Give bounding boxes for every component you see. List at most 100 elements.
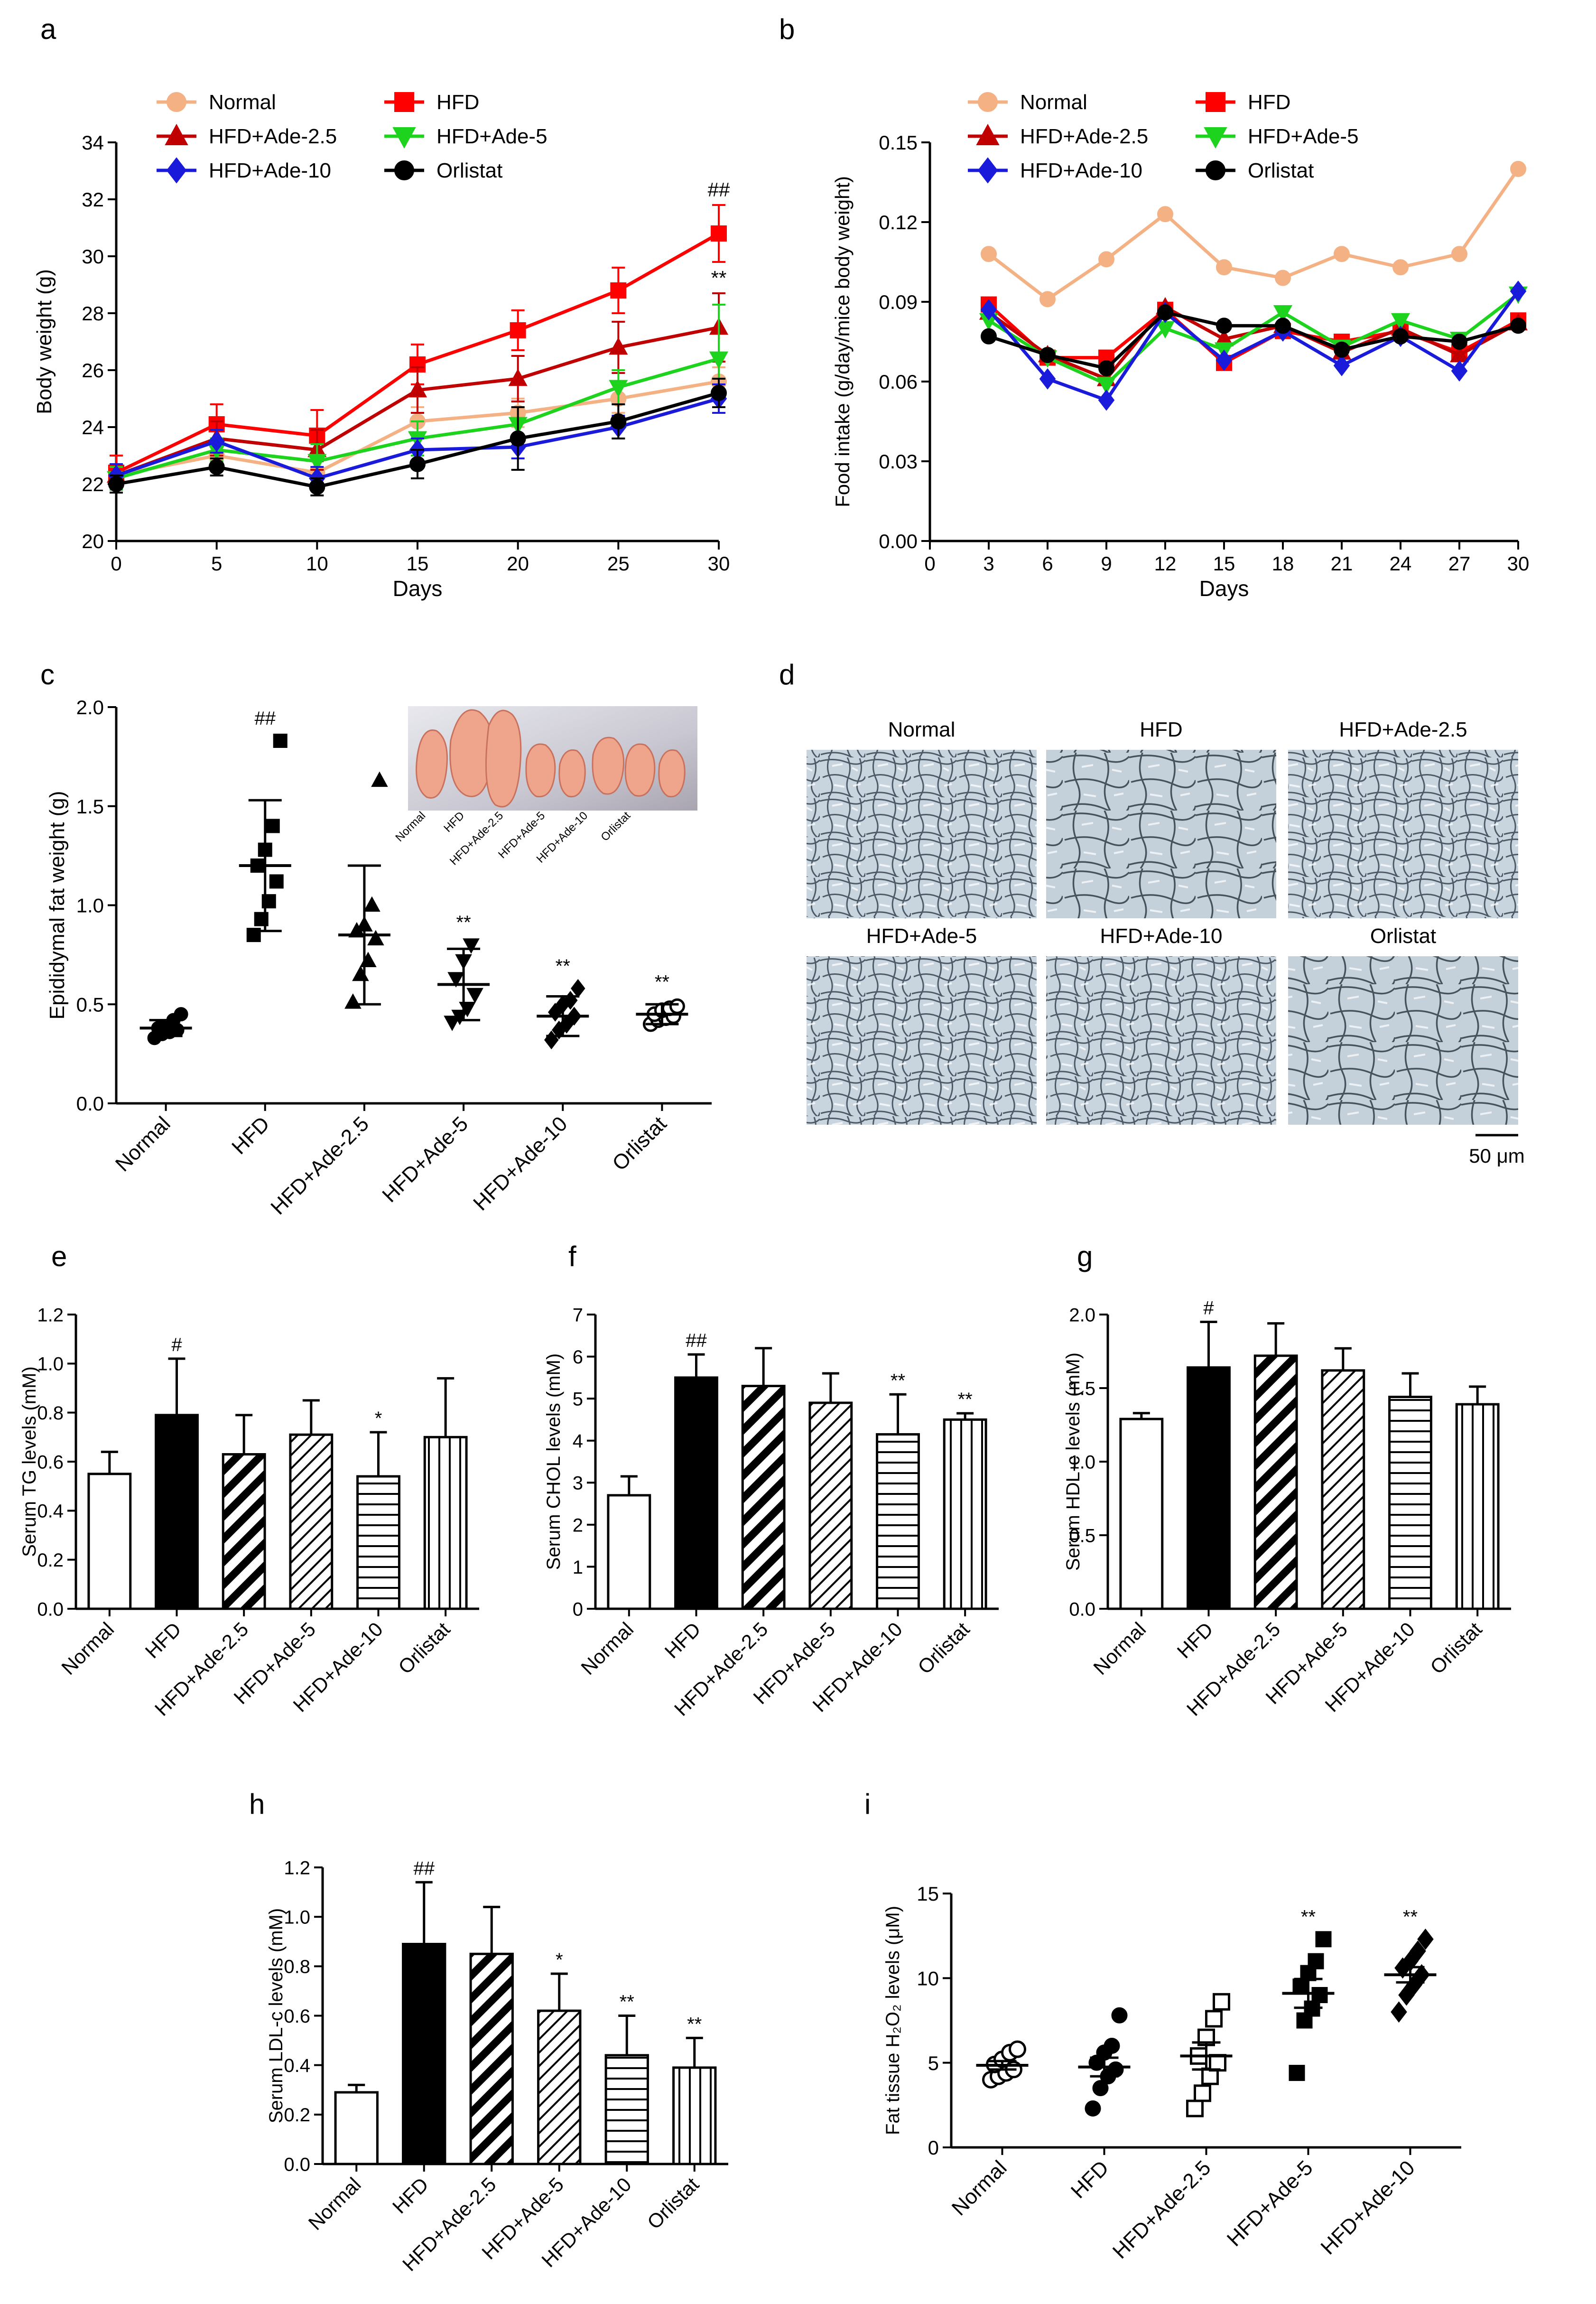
y-tick-label: 5 — [573, 1389, 583, 1410]
significance-mark: ** — [891, 1370, 905, 1391]
y-axis-title: Serum HDL-c levels (mM) — [1063, 1353, 1084, 1571]
bar — [423, 1436, 468, 1610]
data-point — [981, 246, 997, 262]
data-point — [1104, 2038, 1120, 2054]
group-HFD+Ade-2.5 — [1180, 1993, 1233, 2117]
data-point — [610, 282, 627, 298]
y-axis-title: Fat tissue H₂O₂ levels (μM) — [882, 1906, 903, 2135]
legend: Normal HFD HFD+Ade-2.5 HFD+Ade-5 HFD+Ade-10 O… — [157, 91, 547, 184]
data-point — [174, 1007, 188, 1022]
group-Normal — [139, 1007, 192, 1045]
y-tick-label: 0.09 — [879, 291, 918, 313]
x-axis-title: Days — [1199, 576, 1249, 601]
bar — [356, 1475, 400, 1610]
data-point — [1157, 304, 1173, 321]
group-Normal — [976, 2040, 1029, 2089]
data-point — [360, 951, 377, 967]
y-tick-label: 0 — [928, 2136, 939, 2159]
panel-letter-a: a — [40, 13, 56, 45]
group-HFD+Ade-10: ** — [537, 956, 589, 1050]
y-tick-label: 15 — [917, 1883, 939, 1905]
bar-group-HFD+Ade-2.5 — [469, 1905, 514, 2165]
bar — [674, 1376, 718, 1610]
bar — [604, 2054, 649, 2165]
y-tick-label: 0.06 — [879, 371, 918, 393]
micrograph-title: HFD+Ade-2.5 — [1339, 718, 1467, 741]
y-tick-label: 0.6 — [37, 1452, 64, 1473]
legend-item: Orlistat — [384, 159, 502, 182]
micrograph-title: Orlistat — [1370, 924, 1436, 948]
y-axis-title: Serum LDL-c levels (mM) — [266, 1908, 287, 2123]
data-point — [1510, 317, 1526, 334]
x-tick-label: 0 — [924, 552, 935, 575]
x-tick-label: 12 — [1154, 552, 1177, 575]
y-tick-label: 3 — [573, 1473, 583, 1494]
y-tick-label: 20 — [82, 530, 104, 552]
data-point — [510, 430, 526, 447]
y-tick-label: 2.0 — [76, 696, 104, 718]
bar-group-HFD: ## — [402, 1858, 446, 2165]
x-tick-label: Normal — [111, 1112, 175, 1176]
data-point — [1205, 2010, 1223, 2028]
x-tick-label: HFD — [227, 1112, 274, 1159]
y-tick-label: 30 — [82, 245, 104, 268]
x-tick-label: 0 — [111, 552, 121, 575]
chart-a-body-weight: 20 22 24 26 28 30 32 34 Body weight (g) 0 5 10 15 20 2… — [33, 91, 730, 601]
data-point — [409, 456, 426, 472]
data-point — [1039, 368, 1056, 390]
y-tick-label: 0.03 — [879, 450, 918, 473]
group-HFD — [1078, 2007, 1131, 2117]
legend-item: HFD — [384, 91, 479, 114]
y-tick-label: 2 — [573, 1515, 583, 1536]
legend: Normal HFD HFD+Ade-2.5 HFD+Ade-5 HFD+Ade-10 O… — [968, 91, 1359, 184]
series-Normal — [981, 161, 1526, 308]
micrograph-image — [1288, 750, 1518, 918]
y-tick-label: 0.0 — [37, 1599, 64, 1620]
bar-group-Normal — [87, 1450, 132, 1610]
y-tick-label: 0.8 — [37, 1403, 64, 1424]
x-tick-label: Orlistat — [394, 1618, 455, 1679]
legend-marker — [394, 92, 414, 112]
bar-group-Orlistat — [1455, 1385, 1500, 1610]
scale-bar-label: 50 μm — [1469, 1145, 1525, 1167]
legend-label: HFD+Ade-10 — [1020, 159, 1142, 182]
chart-b-food-intake: 0.00 0.03 0.06 0.09 0.12 0.15 Food intake (g/d… — [831, 91, 1529, 601]
significance-mark: ** — [958, 1389, 973, 1410]
legend-marker — [977, 157, 998, 184]
x-tick-label: 15 — [1213, 552, 1235, 575]
data-point — [408, 380, 427, 398]
x-tick-label: 21 — [1331, 552, 1353, 575]
x-tick-label: Orlistat — [643, 2173, 704, 2234]
data-point — [709, 351, 729, 369]
data-point — [1009, 2040, 1026, 2058]
data-point — [1039, 291, 1056, 308]
data-point — [1209, 2054, 1226, 2072]
significance-mark: ** — [620, 1992, 634, 2013]
data-point — [510, 322, 526, 338]
legend-marker — [1206, 92, 1225, 112]
x-tick-label: Orlistat — [608, 1112, 671, 1175]
data-point — [1410, 1940, 1426, 1962]
legend-item: HFD+Ade-2.5 — [968, 123, 1148, 148]
x-tick-label: 5 — [211, 552, 222, 575]
data-point — [1451, 334, 1467, 350]
bar-group-HFD+Ade-10: ** — [876, 1370, 920, 1610]
x-tick-label: 15 — [407, 552, 429, 575]
significance-mark: ** — [556, 956, 570, 977]
data-point — [1510, 161, 1526, 177]
bar-group-HFD: ## — [674, 1330, 718, 1610]
x-axis-title: Days — [393, 576, 443, 601]
data-point — [1216, 317, 1232, 334]
bar — [155, 1414, 199, 1610]
data-point — [1311, 1987, 1328, 2003]
x-tick-label: 10 — [306, 552, 328, 575]
y-tick-label: 0.4 — [37, 1501, 64, 1522]
legend-marker — [1206, 160, 1225, 180]
y-tick-label: 4 — [573, 1431, 583, 1452]
chart-g-hdl: 0.0 0.5 1.0 1.5 2.0 Serum HDL-c levels (mM) No… — [1063, 1298, 1511, 1720]
x-tick-label: HFD — [1173, 1618, 1217, 1662]
y-tick-label: 0.0 — [76, 1092, 104, 1115]
data-point — [1391, 313, 1410, 331]
data-point — [1510, 280, 1527, 302]
histology-grid: Normal HFD HFD+Ade-2.5 HFD+Ade-5 HFD+Ade-10 O… — [807, 718, 1525, 1167]
